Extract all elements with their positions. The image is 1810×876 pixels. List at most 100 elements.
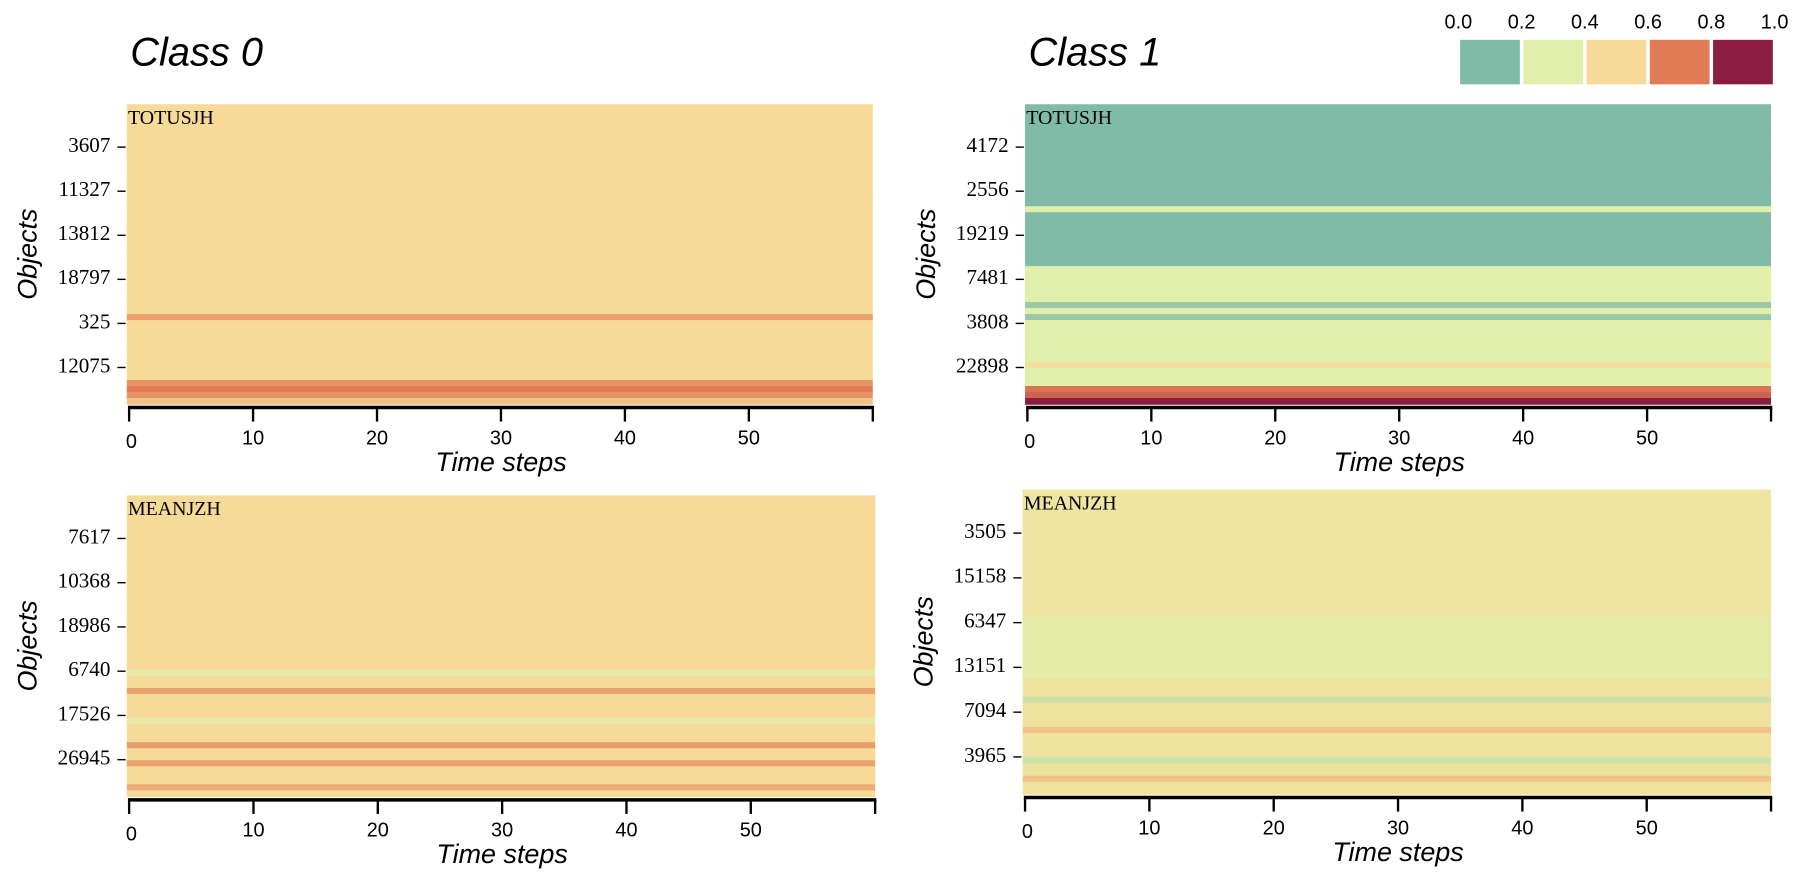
heatmap-row <box>1025 344 1772 351</box>
heatmap-row <box>1025 380 1772 387</box>
heatmap-row <box>1022 684 1772 692</box>
heatmap-row <box>1022 489 1772 497</box>
heatmap-row <box>1022 702 1772 710</box>
heatmap-row <box>1025 398 1772 405</box>
heatmap-row <box>1025 278 1772 285</box>
heatmap-row <box>1025 338 1772 345</box>
heatmap-row <box>1025 386 1772 393</box>
y-tick-label: 7481 <box>966 265 1008 289</box>
x-tick-label: 0 <box>126 823 137 845</box>
heatmap-row <box>1022 538 1772 546</box>
colorbar-swatch <box>1713 39 1773 85</box>
x-tick-label: 0 <box>126 431 137 453</box>
heatmap-row <box>1022 660 1772 667</box>
heatmap-row <box>1022 727 1772 734</box>
x-tick-label: 50 <box>740 820 762 842</box>
heatmap-row <box>1025 110 1772 117</box>
heatmap-row <box>1022 495 1772 503</box>
heatmap-row <box>126 104 873 111</box>
heatmap-row <box>126 266 873 273</box>
x-axis-label: Time steps <box>1334 447 1465 477</box>
colorbar-swatch <box>1649 39 1710 85</box>
heatmap-row <box>126 585 876 593</box>
heatmap-row <box>1022 586 1772 594</box>
heatmap-row <box>126 236 873 243</box>
heatmap-row <box>126 224 873 231</box>
heatmap-row <box>126 778 876 786</box>
heatmap-row <box>1022 513 1772 521</box>
heatmap-row <box>126 579 876 587</box>
heatmap-row <box>126 218 873 225</box>
heatmap-row <box>1022 593 1772 600</box>
x-tick-label: 20 <box>367 820 389 842</box>
heatmap-row <box>126 531 876 539</box>
heatmap-row <box>1022 714 1772 722</box>
heatmap-row <box>1025 140 1772 147</box>
heatmap-row <box>126 308 873 315</box>
panel-label: TOTUSJH <box>1026 107 1112 129</box>
heatmap-row <box>126 128 873 135</box>
x-tick-label: 0 <box>1022 821 1033 843</box>
heatmap-row <box>126 296 873 303</box>
heatmap-row <box>126 501 876 509</box>
heatmap-row <box>126 736 876 743</box>
y-tick-label: 11327 <box>58 177 110 201</box>
colorbar-tick-label: 0.0 <box>1445 12 1473 34</box>
heatmap-row <box>1022 562 1772 570</box>
heatmap-row <box>126 603 876 611</box>
heatmap-row <box>126 164 873 171</box>
heatmap-row <box>1025 320 1772 327</box>
heatmap-row <box>1025 218 1772 225</box>
heatmap-row <box>126 519 876 527</box>
heatmap-row <box>1022 769 1772 777</box>
heatmap-row <box>126 302 873 309</box>
x-tick-label: 30 <box>490 427 512 449</box>
heatmap-row <box>1022 708 1772 716</box>
y-tick-label: 3505 <box>964 519 1006 543</box>
heatmap-row <box>126 110 873 117</box>
heatmap-row <box>1022 611 1772 619</box>
heatmap-row <box>1025 152 1772 159</box>
heatmap-row <box>126 555 876 563</box>
heatmap-row <box>1022 544 1772 552</box>
heatmap-row <box>1022 690 1772 698</box>
heatmap-row <box>1025 326 1772 333</box>
panel-label: MEANJZH <box>1024 492 1117 514</box>
heatmap-row <box>126 694 876 701</box>
colorbar-tick-label: 0.2 <box>1508 12 1536 34</box>
x-tick-label: 10 <box>242 427 264 449</box>
y-axis-label: Objects <box>909 596 939 687</box>
heatmap-row <box>126 368 873 375</box>
heatmap-row <box>126 633 876 641</box>
heatmap-row <box>1025 260 1772 267</box>
heatmap-row <box>1022 574 1772 582</box>
heatmap-row <box>1022 599 1772 606</box>
heatmap-row <box>1025 212 1772 219</box>
y-tick-label: 7617 <box>68 524 110 548</box>
panel-label: TOTUSJH <box>128 107 214 129</box>
heatmap-row <box>126 254 873 261</box>
heatmap-row <box>126 712 876 719</box>
heatmap-row <box>126 718 876 725</box>
heatmap-row <box>126 760 876 767</box>
y-tick-label: 6740 <box>68 657 110 681</box>
heatmap-row <box>126 278 873 285</box>
heatmap-row <box>126 194 873 201</box>
heatmap-row <box>1025 224 1772 231</box>
x-tick-label: 40 <box>1511 817 1533 839</box>
heatmap-row <box>1025 374 1772 381</box>
heatmap-row <box>1022 605 1772 613</box>
x-tick-label: 10 <box>1138 817 1160 839</box>
heatmap-row <box>1025 242 1772 249</box>
heatmap-row <box>1025 170 1772 177</box>
heatmap-row <box>1022 739 1772 747</box>
x-tick-label: 30 <box>491 820 513 842</box>
heatmap-row <box>1022 519 1772 527</box>
heatmap-row <box>1025 314 1772 321</box>
colorbar-swatch <box>1586 39 1647 85</box>
y-tick-label: 17526 <box>58 701 111 725</box>
heatmap-row <box>126 549 876 557</box>
heatmap-row <box>126 742 876 749</box>
heatmap-row <box>1025 368 1772 375</box>
